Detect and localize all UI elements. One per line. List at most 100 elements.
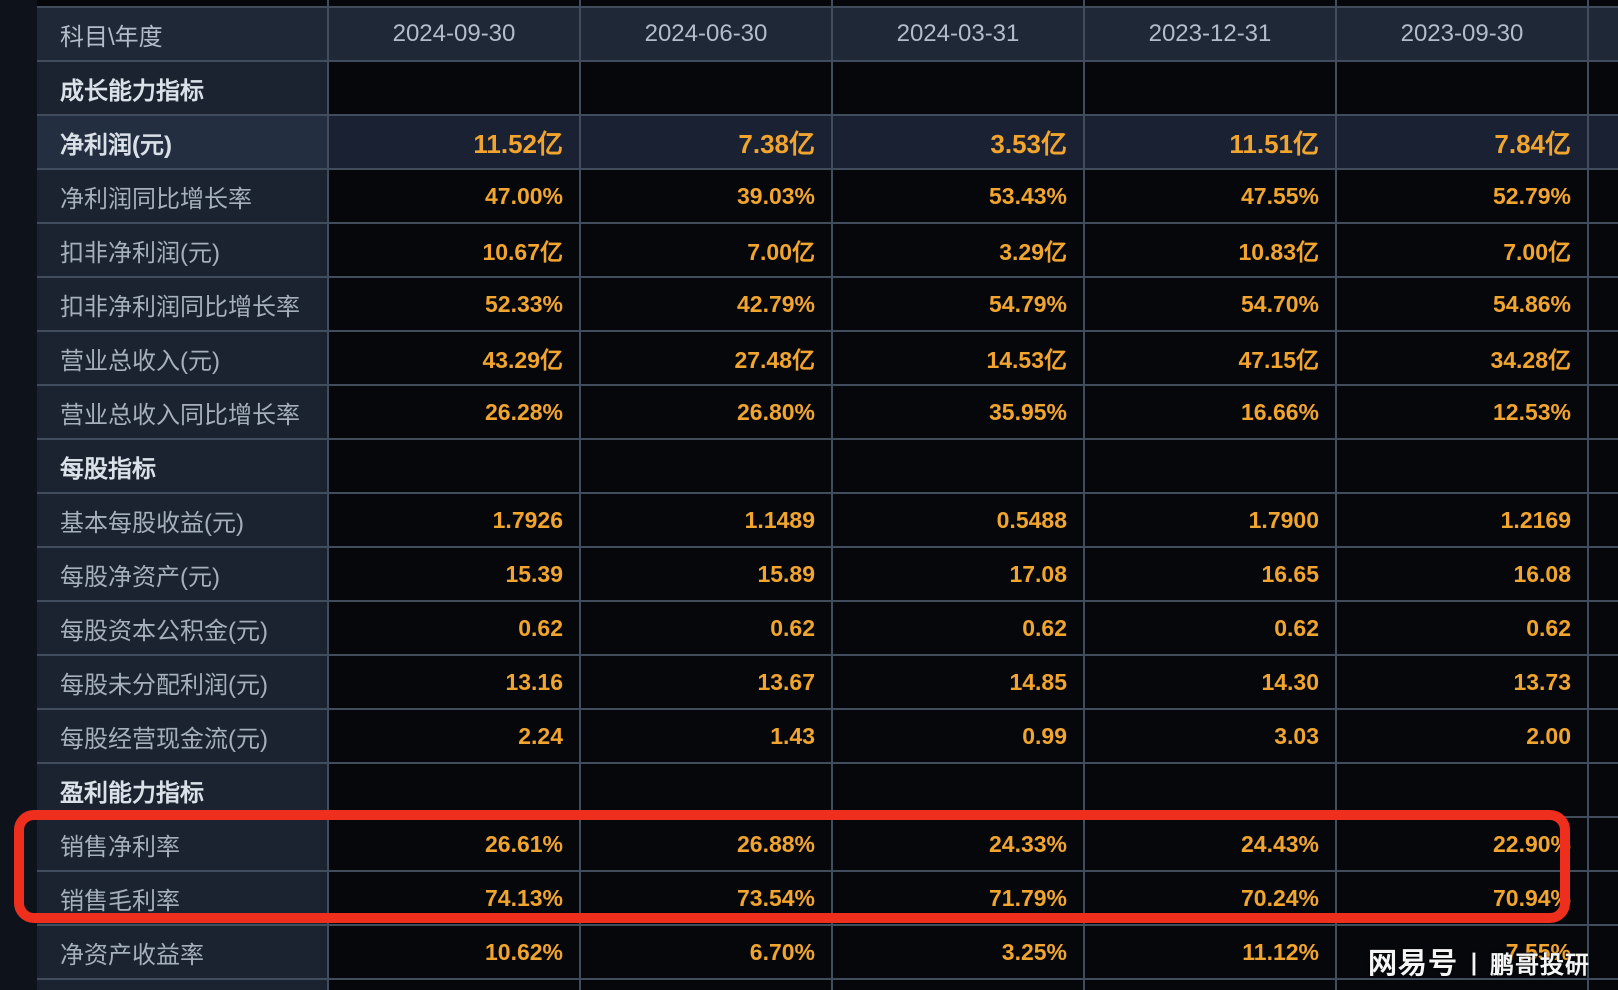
cell-value — [833, 440, 1083, 492]
cell-value: 7.38亿 — [581, 116, 831, 168]
cell-value: 1.7900 — [1085, 494, 1335, 546]
cell-value: 7.00亿 — [581, 224, 831, 276]
cell-value: 7.00亿 — [1337, 224, 1587, 276]
table-row: 每股经营现金流(元) 2.24 1.43 0.99 3.03 2.00 — [37, 710, 1618, 762]
cell-value: 15.39 — [329, 548, 579, 600]
table-row: 销售毛利率 74.13% 73.54% 71.79% 70.24% 70.94% — [37, 872, 1618, 924]
header-date-2023-12-31: 2023-12-31 — [1085, 8, 1335, 60]
section-row: 成长能力指标 — [37, 62, 1618, 114]
table-row: 净资产收益率 10.62% 6.70% 3.25% 11.12% 7.55% — [37, 926, 1618, 978]
cell-value: 16.65 — [1085, 548, 1335, 600]
cell-value — [1337, 62, 1587, 114]
financial-table: 科目\年度 2024-09-30 2024-06-30 2024-03-31 2023-… — [37, 0, 1618, 990]
sliver-cell — [833, 0, 1083, 6]
row-label: 营业总收入同比增长率 — [37, 386, 327, 438]
cell-value: 10.62% — [329, 926, 579, 978]
cell-value: 2.24 — [329, 710, 579, 762]
table-row: 扣非净利润(元) 10.67亿 7.00亿 3.29亿 10.83亿 7.00亿 — [37, 224, 1618, 276]
cell-value: 1.2169 — [1337, 494, 1587, 546]
table-row: 每股资本公积金(元) 0.62 0.62 0.62 0.62 0.62 — [37, 602, 1618, 654]
cell-value: 1.43 — [581, 710, 831, 762]
cell-value: 47.55% — [1085, 170, 1335, 222]
row-label: 扣非净利润(元) — [37, 224, 327, 276]
sliver-cell — [1589, 0, 1618, 6]
cell-value: 3.53亿 — [833, 116, 1083, 168]
stub-cell — [1589, 386, 1618, 438]
cell-value: 14.85 — [833, 656, 1083, 708]
stub-cell — [1589, 278, 1618, 330]
row-label — [37, 980, 327, 990]
stub-cell — [1589, 656, 1618, 708]
stub-cell — [1589, 62, 1618, 114]
cell-value: 14.30 — [1085, 656, 1335, 708]
cell-value: 52.79% — [1337, 170, 1587, 222]
stub-cell — [1589, 224, 1618, 276]
cutoff-row-bottom — [37, 980, 1618, 990]
section-label: 成长能力指标 — [37, 62, 327, 114]
cell-value: 0.62 — [1085, 602, 1335, 654]
sliver-cell — [329, 0, 579, 6]
cell-value — [1337, 980, 1587, 990]
cell-value: 54.79% — [833, 278, 1083, 330]
cell-value: 26.28% — [329, 386, 579, 438]
cell-value: 47.15亿 — [1085, 332, 1335, 384]
cell-value: 13.73 — [1337, 656, 1587, 708]
table-row: 基本每股收益(元) 1.7926 1.1489 0.5488 1.7900 1.2169 — [37, 494, 1618, 546]
cell-value: 13.16 — [329, 656, 579, 708]
cell-value — [1337, 764, 1587, 816]
cell-value: 73.54% — [581, 872, 831, 924]
table-row: 每股未分配利润(元) 13.16 13.67 14.85 14.30 13.73 — [37, 656, 1618, 708]
cell-value — [581, 980, 831, 990]
row-label: 每股未分配利润(元) — [37, 656, 327, 708]
section-label: 盈利能力指标 — [37, 764, 327, 816]
cell-value — [833, 980, 1083, 990]
cell-value — [329, 980, 579, 990]
cell-value: 7.55% — [1337, 926, 1587, 978]
row-label: 净利润(元) — [37, 116, 327, 168]
cell-value: 14.53亿 — [833, 332, 1083, 384]
row-label: 销售净利率 — [37, 818, 327, 870]
cell-value: 0.62 — [833, 602, 1083, 654]
header-date-2023-09-30: 2023-09-30 — [1337, 8, 1587, 60]
table-row: 每股净资产(元) 15.39 15.89 17.08 16.65 16.08 — [37, 548, 1618, 600]
section-label: 每股指标 — [37, 440, 327, 492]
cell-value: 0.99 — [833, 710, 1083, 762]
cell-value — [581, 764, 831, 816]
cell-value: 11.12% — [1085, 926, 1335, 978]
table-row: 净利润同比增长率 47.00% 39.03% 53.43% 47.55% 52.79% — [37, 170, 1618, 222]
cell-value: 13.67 — [581, 656, 831, 708]
cell-value — [329, 440, 579, 492]
cell-value: 70.94% — [1337, 872, 1587, 924]
cell-value — [1085, 440, 1335, 492]
cell-value: 39.03% — [581, 170, 831, 222]
cell-value: 0.62 — [581, 602, 831, 654]
row-label: 净利润同比增长率 — [37, 170, 327, 222]
cell-value: 0.62 — [329, 602, 579, 654]
cell-value — [1337, 440, 1587, 492]
cell-value: 1.1489 — [581, 494, 831, 546]
stub-cell — [1589, 548, 1618, 600]
cell-value: 43.29亿 — [329, 332, 579, 384]
cell-value: 22.90% — [1337, 818, 1587, 870]
sliver-cell — [1085, 0, 1335, 6]
cell-value: 2.00 — [1337, 710, 1587, 762]
cell-value: 52.33% — [329, 278, 579, 330]
cell-value: 26.61% — [329, 818, 579, 870]
sliver-cell — [581, 0, 831, 6]
cell-value: 71.79% — [833, 872, 1083, 924]
row-label: 营业总收入(元) — [37, 332, 327, 384]
stub-cell — [1589, 818, 1618, 870]
cell-value: 54.70% — [1085, 278, 1335, 330]
cell-value: 3.29亿 — [833, 224, 1083, 276]
row-label: 每股经营现金流(元) — [37, 710, 327, 762]
cell-value: 1.7926 — [329, 494, 579, 546]
cell-value: 17.08 — [833, 548, 1083, 600]
cell-value: 7.84亿 — [1337, 116, 1587, 168]
cell-value — [1085, 980, 1335, 990]
cell-value: 12.53% — [1337, 386, 1587, 438]
row-label: 扣非净利润同比增长率 — [37, 278, 327, 330]
table-row: 营业总收入同比增长率 26.28% 26.80% 35.95% 16.66% 12.53% — [37, 386, 1618, 438]
cell-value — [581, 440, 831, 492]
stub-cell — [1589, 764, 1618, 816]
cell-value: 16.08 — [1337, 548, 1587, 600]
